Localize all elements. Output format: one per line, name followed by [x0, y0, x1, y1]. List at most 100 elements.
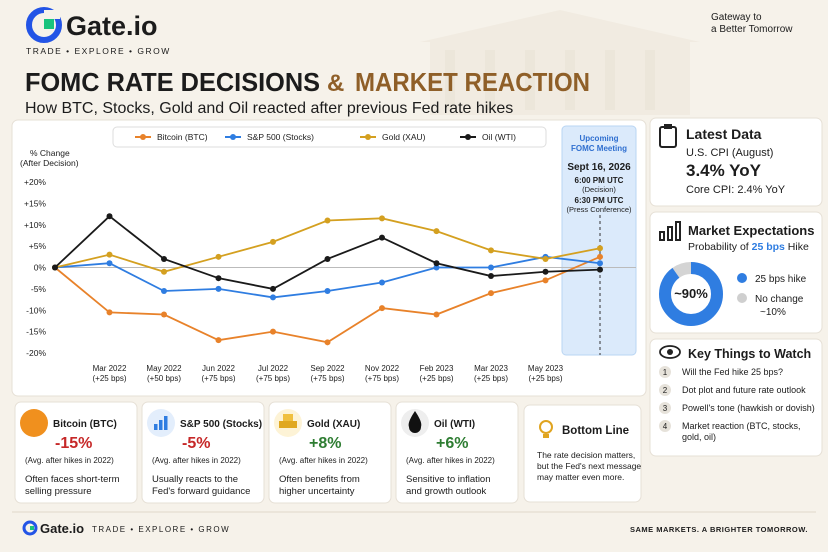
bars-icon	[659, 221, 681, 241]
item-number-badge	[659, 420, 671, 432]
series-point	[488, 247, 494, 254]
item-number-badge	[659, 384, 671, 396]
item-number: 2	[663, 386, 668, 395]
highlight-title: FOMC Meeting	[571, 144, 627, 153]
series-point	[52, 264, 58, 271]
title-accent: MARKET REACTION	[355, 67, 590, 97]
x-tick-note: (+75 bps)	[256, 374, 290, 383]
watch-title: Key Things to Watch	[688, 347, 811, 361]
series-point	[597, 253, 603, 260]
highlight-time: 6:30 PM UTC	[575, 196, 624, 205]
asset-desc: higher uncertainty	[279, 486, 355, 497]
item-text: Powell's tone (hawkish or dovish)	[682, 403, 815, 413]
series-point	[324, 288, 331, 295]
x-tick-note: (+25 bps)	[92, 374, 126, 383]
series-point	[270, 238, 276, 245]
x-tick-note: (+25 bps)	[528, 374, 562, 383]
y-tick-label: +15%	[24, 198, 46, 208]
series-point	[106, 213, 113, 220]
legend-label: No change	[755, 294, 804, 305]
background-building	[420, 10, 700, 115]
footer-logo-text: Gate.io	[40, 521, 84, 536]
series-point	[379, 279, 385, 286]
bottom-line-panel	[523, 404, 642, 503]
series-point	[597, 260, 603, 267]
y-tick-label: -5%	[31, 284, 47, 294]
legend-label: 25 bps hike	[755, 274, 807, 285]
footer-motto: SAME MARKETS. A BRIGHTER TOMORROW.	[630, 525, 808, 534]
asset-note: (Avg. after hikes in 2022)	[152, 456, 241, 465]
series-point	[106, 260, 113, 267]
asset-change: +8%	[309, 435, 341, 452]
asset-name: Bitcoin (BTC)	[53, 419, 117, 430]
x-tick-label: Sep 2022	[310, 364, 345, 373]
series-point	[433, 264, 440, 271]
asset-desc: Often faces short-term	[25, 474, 120, 485]
subtitle: How BTC, Stocks, Gold and Oil reacted af…	[25, 100, 513, 117]
legend-label: Bitcoin (BTC)	[157, 132, 208, 142]
bitcoin-icon	[20, 409, 48, 437]
bottom-line-text: but the Fed's next message	[537, 461, 641, 471]
y-tick-label: +10%	[24, 220, 46, 230]
expectations-title: Market Expectations	[688, 223, 814, 238]
series-point	[488, 264, 494, 271]
item-number-badge	[659, 366, 671, 378]
eye-icon	[659, 345, 681, 359]
series-point	[379, 215, 385, 222]
highlight-time: (Decision)	[582, 185, 616, 194]
donut-hike	[659, 262, 723, 326]
series-point	[542, 268, 549, 275]
logo	[26, 7, 62, 43]
asset-desc: selling pressure	[25, 486, 92, 497]
item-text: Will the Fed hike 25 bps?	[682, 367, 783, 377]
legend-swatch-dot	[465, 134, 471, 140]
y-tick-label: +20%	[24, 177, 46, 187]
probability-text: Probability of 25 bps Hike	[688, 241, 809, 253]
asset-name: Oil (WTI)	[434, 419, 475, 430]
series-point	[106, 309, 113, 316]
core-cpi: Core CPI: 2.4% YoY	[686, 184, 786, 196]
y-tick-label: -15%	[26, 327, 46, 337]
slogan: Gateway to	[711, 12, 762, 23]
y-tick-label: +5%	[29, 241, 47, 251]
legend	[112, 126, 547, 148]
legend-swatch-dot	[140, 134, 146, 140]
asset-note: (Avg. after hikes in 2022)	[406, 456, 495, 465]
x-tick-note: (+25 bps)	[474, 374, 508, 383]
x-tick-note: (+75 bps)	[310, 374, 344, 383]
series-point	[215, 285, 222, 292]
probability-highlight: 25 bps	[752, 241, 785, 253]
asset-note: (Avg. after hikes in 2022)	[25, 456, 114, 465]
chart: +20% +15% +10% +5% 0% -5% -10% -15% -20% Mar 2022…	[24, 132, 636, 383]
item-number-badge	[659, 402, 671, 414]
donut	[659, 262, 723, 326]
legend-swatch	[737, 273, 747, 283]
y-tick-label: -20%	[26, 348, 46, 358]
item-number: 3	[663, 404, 668, 413]
logo-text: Gate.io	[66, 11, 158, 41]
latest-panel	[649, 117, 823, 207]
x-tick-label: Mar 2022	[93, 364, 127, 373]
x-tick-label: Mar 2023	[474, 364, 508, 373]
slogan: a Better Tomorrow	[711, 24, 793, 35]
donut-label: ~90%	[674, 286, 708, 301]
legend-label: ~10%	[760, 307, 786, 318]
asset-cards: Bitcoin (BTC) -15% (Avg. after hikes in 20…	[14, 401, 519, 504]
series-point	[324, 255, 331, 262]
legend-label: Oil (WTI)	[482, 132, 516, 142]
asset-desc: Fed's forward guidance	[152, 486, 250, 497]
cpi-value: 3.4% YoY	[686, 161, 762, 180]
highlight-time: 6:00 PM UTC	[575, 176, 624, 185]
series-point	[106, 251, 113, 258]
gold-bar	[283, 414, 293, 421]
series-point	[542, 255, 549, 262]
series-point	[597, 245, 603, 252]
stocks-icon-bar	[154, 424, 158, 430]
asset-desc: Sensitive to inflation	[406, 474, 491, 485]
series-point	[161, 255, 167, 262]
series-point	[324, 339, 331, 346]
series-point	[215, 337, 222, 344]
legend-label: S&P 500 (Stocks)	[247, 132, 314, 142]
